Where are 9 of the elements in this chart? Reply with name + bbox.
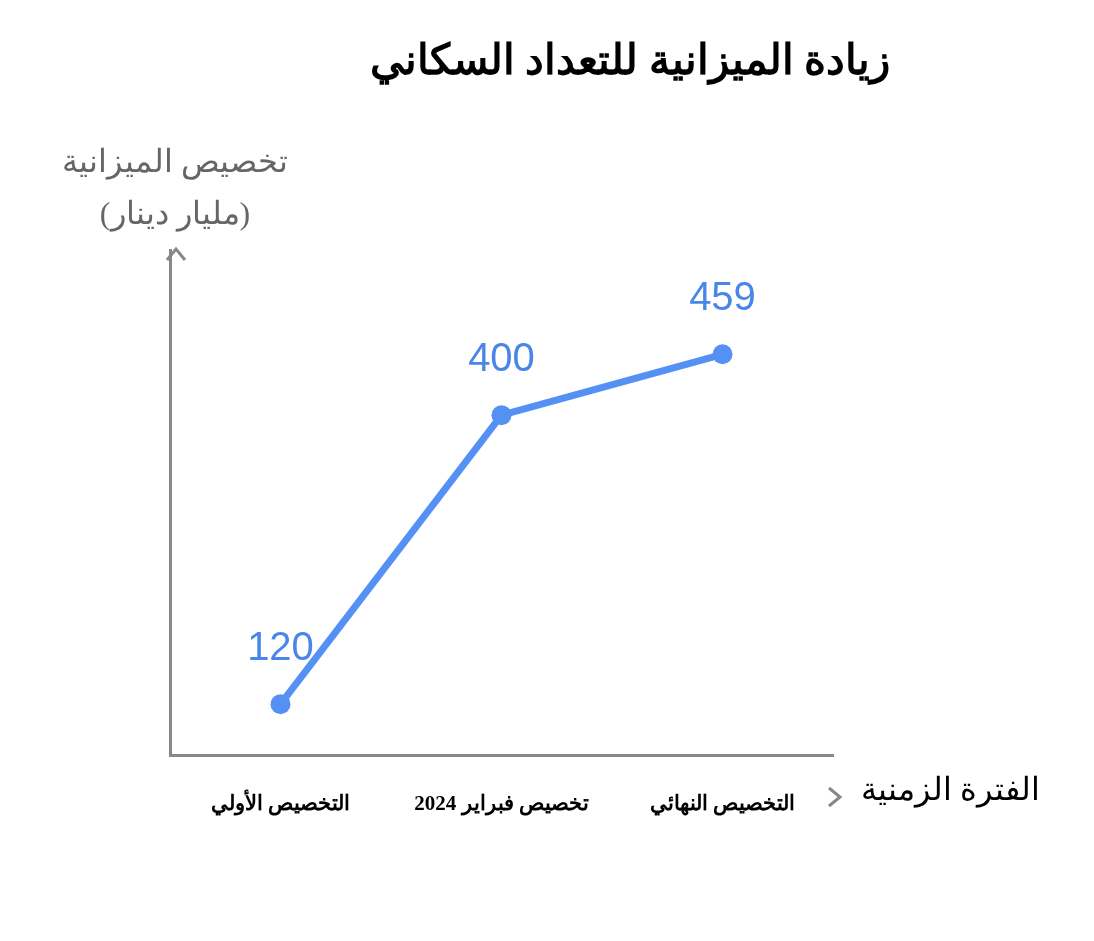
x-axis-title: الفترة الزمنية	[859, 770, 1041, 808]
data-label: 400	[468, 335, 535, 380]
y-axis-title: تخصيص الميزانية (مليار دينار)	[61, 142, 289, 234]
data-label: 459	[689, 274, 756, 319]
data-label: 120	[247, 624, 314, 669]
x-tick-label: تخصيص فبراير 2024	[414, 790, 589, 816]
x-tick-label: التخصيص النهائي	[649, 790, 796, 816]
chart-title: زيادة الميزانية للتعداد السكاني	[368, 36, 892, 84]
x-tick-label: التخصيص الأولي	[210, 788, 351, 816]
